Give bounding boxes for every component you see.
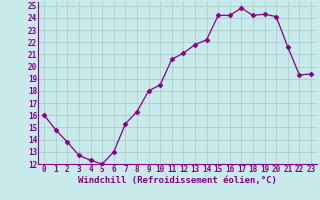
X-axis label: Windchill (Refroidissement éolien,°C): Windchill (Refroidissement éolien,°C) <box>78 176 277 185</box>
